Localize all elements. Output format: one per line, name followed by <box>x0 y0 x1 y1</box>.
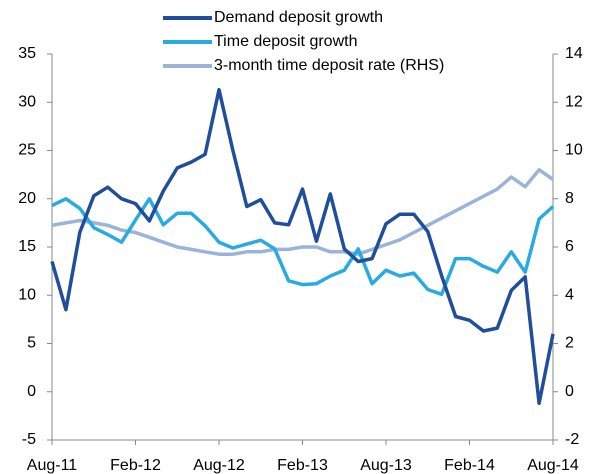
legend-label: 3-month time deposit rate (RHS) <box>214 57 444 74</box>
legend-label: Time deposit growth <box>214 33 357 50</box>
y-tick-label: 20 <box>18 190 36 207</box>
series-line <box>50 87 555 406</box>
x-tick-label: Feb-13 <box>277 457 328 474</box>
x-tick-label: Feb-12 <box>110 457 161 474</box>
x-tick-label: Aug-14 <box>527 457 579 474</box>
y-tick-label: 10 <box>18 286 36 303</box>
y-tick-label: 15 <box>18 238 36 255</box>
y2-tick-label: 8 <box>565 190 574 207</box>
legend-label: Demand deposit growth <box>214 9 383 26</box>
y-tick-label: 35 <box>18 45 36 62</box>
y-tick-label: 5 <box>27 335 36 352</box>
y2-tick-label: 4 <box>565 286 574 303</box>
y-tick-label: 25 <box>18 142 36 159</box>
series-line <box>51 168 554 256</box>
y2-tick-label: 12 <box>565 93 583 110</box>
y2-tick-label: -2 <box>565 431 579 448</box>
x-tick-label: Aug-11 <box>27 457 78 474</box>
x-tick-label: Aug-13 <box>360 457 412 474</box>
y2-tick-label: 6 <box>565 238 574 255</box>
series-line <box>51 197 555 297</box>
y-tick-label: -5 <box>22 431 36 448</box>
y2-tick-label: 2 <box>565 335 574 352</box>
x-tick-label: Feb-14 <box>444 457 495 474</box>
y2-tick-label: 10 <box>565 142 583 159</box>
y-tick-label: 30 <box>18 93 36 110</box>
x-tick-label: Aug-12 <box>193 457 245 474</box>
y-tick-label: 0 <box>27 383 36 400</box>
y2-tick-label: 14 <box>565 45 583 62</box>
y2-tick-label: 0 <box>565 383 574 400</box>
